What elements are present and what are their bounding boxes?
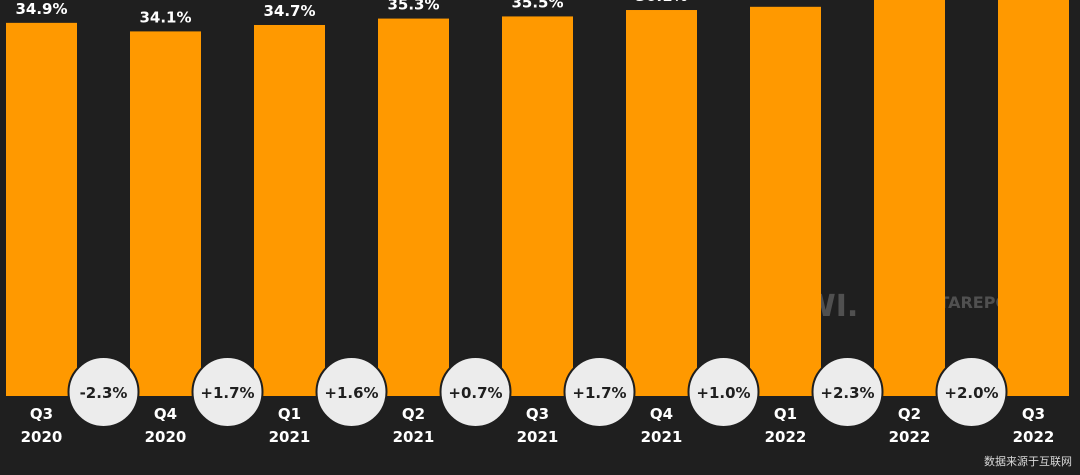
- category-label-year-3: 2021: [269, 428, 311, 446]
- bar-4: [378, 18, 449, 397]
- category-label-year-4: 2021: [393, 428, 435, 446]
- category-label-year-7: 2022: [765, 428, 807, 446]
- value-label-3: 34.7%: [263, 2, 315, 20]
- category-label-year-9: 2022: [1013, 428, 1055, 446]
- change-badge-3: [315, 356, 388, 428]
- bar-6: [626, 10, 697, 397]
- bar-5: [502, 16, 573, 397]
- bar-9: [998, 0, 1069, 396]
- category-label-quarter-4: Q2: [402, 405, 425, 423]
- change-badge-7: [811, 356, 884, 428]
- category-label-year-6: 2021: [641, 428, 683, 446]
- category-label-quarter-8: Q2: [898, 405, 921, 423]
- change-badge-5: [563, 356, 636, 428]
- category-label-year-5: 2021: [517, 428, 559, 446]
- change-badge-1: [67, 356, 140, 428]
- category-label-quarter-7: Q1: [774, 405, 797, 423]
- category-label-quarter-9: Q3: [1022, 405, 1045, 423]
- source-credit: 数据来源于互联网: [984, 455, 1072, 468]
- bar-8: [874, 0, 945, 397]
- category-label-quarter-2: Q4: [154, 405, 177, 423]
- category-label-year-1: 2020: [21, 428, 63, 446]
- category-label-quarter-3: Q1: [278, 405, 301, 423]
- bar-3: [254, 24, 325, 396]
- category-label-year-8: 2022: [889, 428, 931, 446]
- change-label-2: +1.7%: [200, 384, 254, 402]
- value-label-7: 36.4%: [759, 0, 811, 2]
- value-label-6: 36.1%: [635, 0, 687, 5]
- bar-7: [750, 6, 821, 397]
- change-badge-4: [439, 356, 512, 428]
- bar-2: [130, 31, 201, 396]
- category-label-quarter-6: Q4: [650, 405, 673, 423]
- value-label-4: 35.3%: [387, 0, 439, 14]
- category-label-quarter-1: Q3: [30, 405, 53, 423]
- bar-1: [6, 22, 77, 396]
- change-label-3: +1.6%: [324, 384, 378, 402]
- change-label-6: +1.0%: [696, 384, 750, 402]
- change-badge-8: [935, 356, 1008, 428]
- change-label-7: +2.3%: [820, 384, 874, 402]
- change-label-5: +1.7%: [572, 384, 626, 402]
- change-badge-6: [687, 356, 760, 428]
- value-label-5: 35.5%: [511, 0, 563, 11]
- category-label-quarter-5: Q3: [526, 405, 549, 423]
- value-label-1: 34.9%: [15, 0, 67, 18]
- change-badge-2: [191, 356, 264, 428]
- value-label-2: 34.1%: [139, 8, 191, 26]
- change-label-8: +2.0%: [944, 384, 998, 402]
- change-label-4: +0.7%: [448, 384, 502, 402]
- category-label-year-2: 2020: [145, 428, 187, 446]
- change-label-1: -2.3%: [80, 384, 128, 402]
